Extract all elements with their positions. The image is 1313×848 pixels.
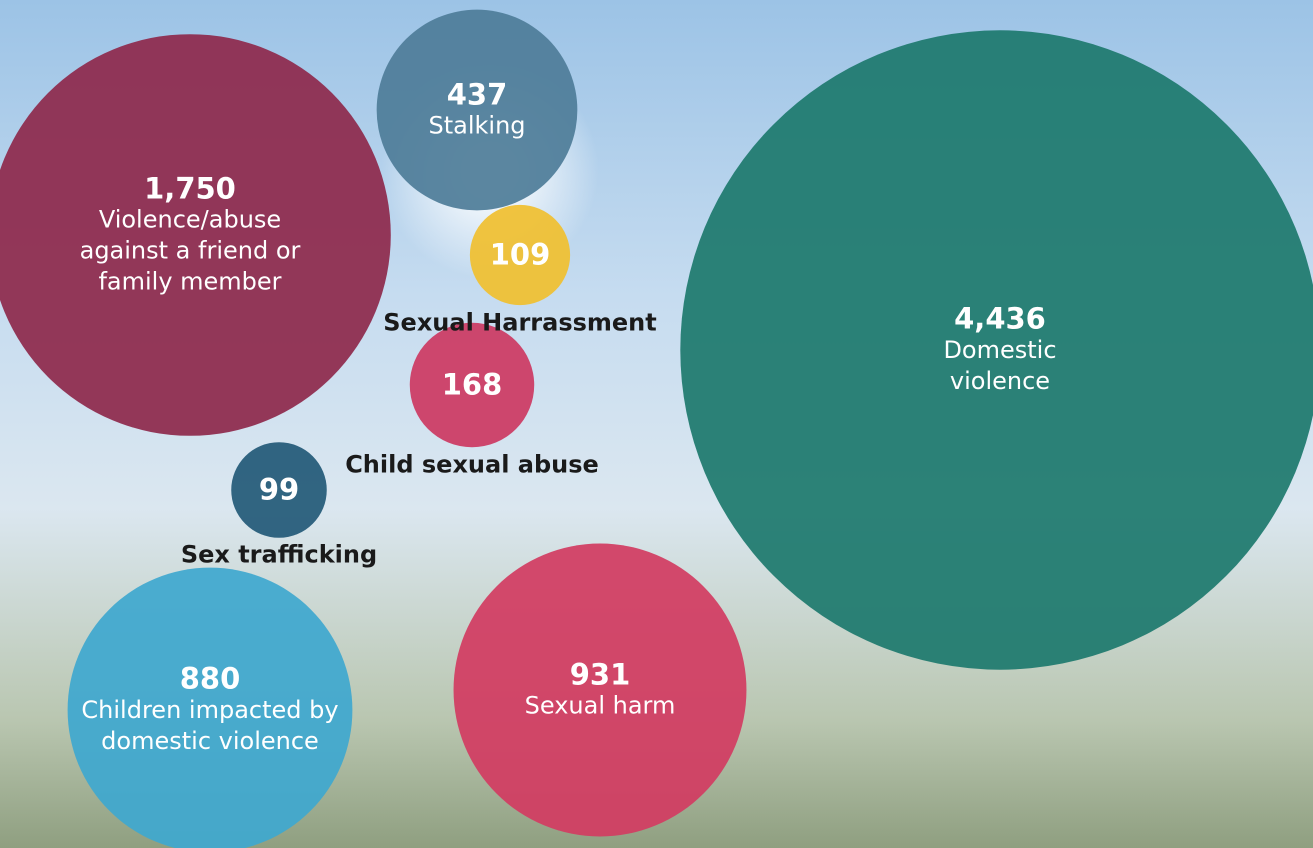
value-label: 109 [489, 237, 551, 272]
bubble [453, 543, 747, 837]
category-label: Sexual Harrassment [383, 308, 657, 337]
bubble [376, 9, 578, 211]
bubble [469, 204, 571, 306]
bubble [231, 442, 327, 538]
bubble [409, 322, 535, 448]
category-label: Children impacted by domestic violence [81, 695, 339, 755]
category-label: Sex trafficking [180, 540, 378, 569]
bubble [0, 34, 391, 436]
bubble [67, 567, 353, 848]
bubble [680, 30, 1313, 670]
category-label: Child sexual abuse [345, 450, 599, 479]
value-label: 99 [258, 472, 300, 507]
category-label: Stalking [428, 111, 526, 139]
category-label: Sexual harm [524, 691, 676, 719]
category-label: Violence/abuse against a friend or famil… [79, 205, 301, 295]
value-label: 4,436 [954, 301, 1046, 336]
category-label: Domestic violence [943, 335, 1057, 395]
value-label: 931 [569, 657, 631, 691]
value-label: 168 [441, 367, 503, 402]
value-label: 880 [179, 661, 241, 696]
value-label: 437 [446, 77, 508, 111]
value-label: 1,750 [144, 171, 236, 205]
